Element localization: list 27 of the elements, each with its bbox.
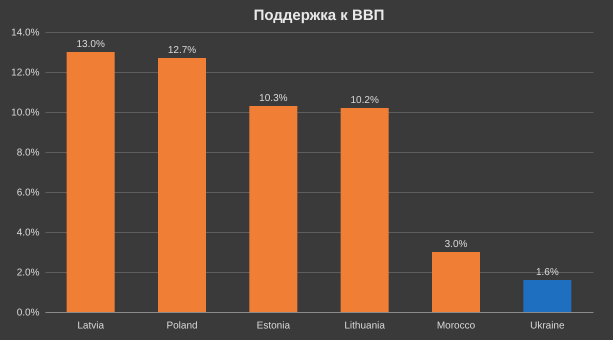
y-tick-label: 10.0% <box>11 108 40 118</box>
data-label: 12.7% <box>168 45 196 56</box>
y-tick-label: 12.0% <box>11 68 40 78</box>
x-tick-label: Lithuania <box>344 320 386 332</box>
y-tick-label: 2.0% <box>16 268 40 278</box>
bar <box>340 108 389 312</box>
data-label: 13.0% <box>76 39 105 50</box>
bar <box>158 58 206 312</box>
data-label: 1.6% <box>536 267 559 278</box>
bar <box>66 52 115 312</box>
y-tick-label: 0.0% <box>16 308 40 318</box>
x-tick-label: Morocco <box>436 320 476 332</box>
data-label: 10.3% <box>259 93 288 104</box>
data-label: 10.2% <box>350 95 379 106</box>
x-tick-label: Estonia <box>256 320 290 332</box>
bar <box>249 106 298 312</box>
chart-title: Поддержка к ВВП <box>254 7 384 24</box>
x-tick-label: Poland <box>166 320 198 332</box>
x-tick-label: Latvia <box>77 320 104 332</box>
y-tick-label: 14.0% <box>11 28 40 38</box>
y-tick-label: 8.0% <box>16 148 40 158</box>
bar <box>432 252 480 312</box>
y-tick-label: 4.0% <box>16 228 40 238</box>
y-tick-label: 6.0% <box>16 188 40 198</box>
x-tick-label: Ukraine <box>530 320 565 332</box>
bar <box>523 280 572 312</box>
data-label: 3.0% <box>444 239 468 250</box>
